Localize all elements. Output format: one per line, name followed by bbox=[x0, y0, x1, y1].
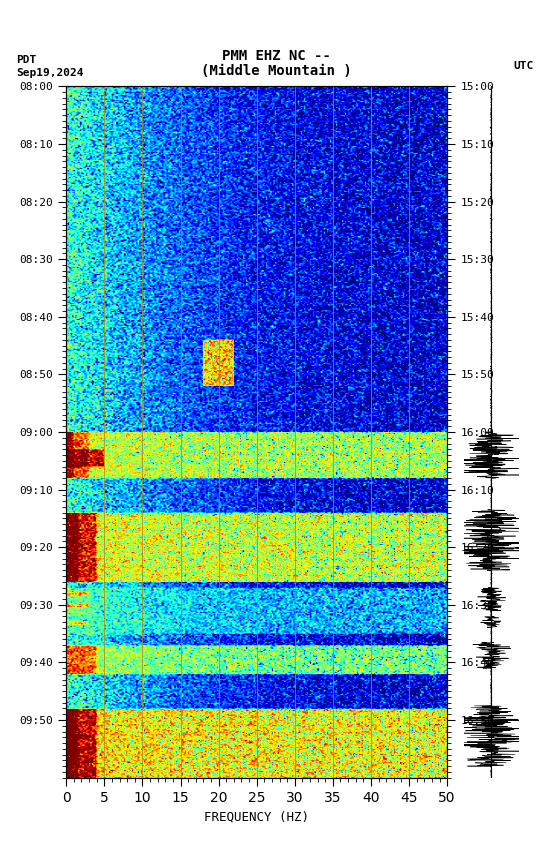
Text: Sep19,2024: Sep19,2024 bbox=[17, 67, 84, 78]
Text: PMM EHZ NC --: PMM EHZ NC -- bbox=[221, 49, 331, 63]
Text: UTC: UTC bbox=[513, 60, 534, 71]
Text: PDT: PDT bbox=[17, 55, 37, 66]
X-axis label: FREQUENCY (HZ): FREQUENCY (HZ) bbox=[204, 810, 309, 823]
Text: (Middle Mountain ): (Middle Mountain ) bbox=[200, 64, 352, 78]
